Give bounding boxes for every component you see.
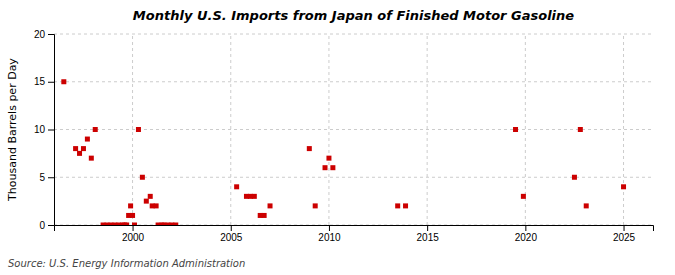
- y-tick-mark: [48, 82, 54, 83]
- point: [584, 203, 589, 208]
- point: [403, 203, 408, 208]
- y-tick-mark: [48, 225, 54, 226]
- point: [89, 156, 94, 161]
- y-tick-label: 20: [34, 29, 46, 40]
- y-axis-line: [48, 35, 55, 226]
- point: [93, 127, 98, 132]
- x-tick: 2000: [122, 225, 145, 243]
- y-tick-mark: [48, 130, 54, 131]
- point: [323, 165, 328, 170]
- x-tick-label: 2020: [515, 232, 538, 243]
- grid: [54, 34, 653, 225]
- point: [136, 127, 141, 132]
- y-tick: 10: [34, 124, 54, 135]
- y-tick-mark: [48, 177, 54, 178]
- x-grid-line: [132, 34, 133, 225]
- x-tick-mark: [329, 225, 330, 231]
- point: [521, 194, 526, 199]
- x-tick: 2015: [417, 225, 440, 243]
- x-tick-label: 2005: [220, 232, 243, 243]
- point: [621, 184, 626, 189]
- point: [144, 199, 149, 204]
- point: [73, 146, 78, 151]
- y-tick-label: 5: [39, 172, 45, 183]
- y-grid-line: [54, 129, 653, 130]
- x-tick: 2005: [220, 225, 243, 243]
- x-tick-mark: [231, 225, 232, 231]
- x-tick: 2010: [318, 225, 341, 243]
- point: [148, 194, 153, 199]
- point: [268, 203, 273, 208]
- x-tick-mark: [525, 225, 526, 231]
- x-tick: 2020: [515, 225, 538, 243]
- x-tick: 2025: [613, 225, 636, 243]
- point: [234, 184, 239, 189]
- x-tick-label: 2010: [318, 232, 341, 243]
- point: [578, 127, 583, 132]
- point: [154, 203, 159, 208]
- y-tick: 5: [39, 172, 54, 183]
- x-tick-mark: [133, 225, 134, 231]
- x-tick-label: 2000: [122, 232, 145, 243]
- point: [173, 223, 178, 226]
- point: [128, 203, 133, 208]
- point: [132, 223, 137, 226]
- y-tick-label: 0: [39, 220, 45, 231]
- y-tick-mark: [48, 34, 54, 35]
- x-axis-line: [55, 226, 654, 232]
- y-tick: 0: [39, 220, 54, 231]
- y-grid-line: [54, 81, 653, 82]
- title: Monthly U.S. Imports from Japan of Finis…: [133, 8, 574, 23]
- point: [330, 165, 335, 170]
- x-tick-mark: [427, 225, 428, 231]
- annotation: Source: U.S. Energy Information Administ…: [8, 258, 245, 269]
- point: [140, 175, 145, 180]
- point: [130, 213, 135, 218]
- y-axis-title: Thousand Barrels per Day: [6, 58, 19, 202]
- point: [326, 156, 331, 161]
- point: [124, 223, 129, 226]
- point: [307, 146, 312, 151]
- points: [61, 79, 626, 225]
- x-tick-label: 2015: [417, 232, 440, 243]
- point: [572, 175, 577, 180]
- x-axis: 2000 2005 2010 2015 2020 2025: [55, 225, 654, 243]
- point: [77, 151, 82, 156]
- point: [85, 137, 90, 142]
- point: [395, 203, 400, 208]
- y-grid-line: [54, 34, 653, 35]
- y-tick-label: 15: [34, 76, 46, 87]
- x-grid-line: [230, 34, 231, 225]
- chart: 2000 2005 2010 2015 2020 2025 0 5 10 15 20 Monthly …: [0, 0, 675, 275]
- x-grid-line: [328, 34, 329, 225]
- point: [61, 79, 66, 84]
- x-tick-mark: [624, 225, 625, 231]
- point: [513, 127, 518, 132]
- point: [81, 146, 86, 151]
- y-tick: 15: [34, 76, 54, 87]
- x-tick-label: 2025: [613, 232, 636, 243]
- y-tick: 20: [34, 29, 54, 40]
- point: [313, 203, 318, 208]
- x-grid-line: [623, 34, 624, 225]
- point: [252, 194, 257, 199]
- y-tick-label: 10: [34, 124, 46, 135]
- x-grid-line: [427, 34, 428, 225]
- point: [262, 213, 267, 218]
- y-axis: 0 5 10 15 20: [34, 29, 55, 231]
